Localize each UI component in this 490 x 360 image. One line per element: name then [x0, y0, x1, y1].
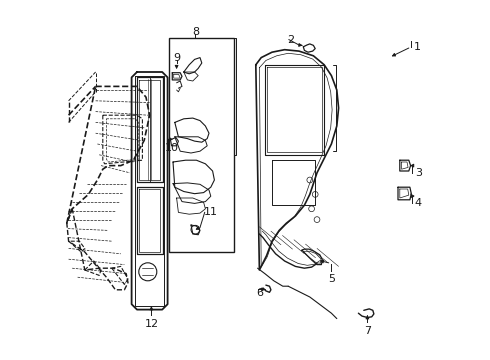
Text: 1: 1	[414, 42, 421, 52]
Text: 2: 2	[288, 35, 294, 45]
Text: 7: 7	[364, 326, 371, 336]
Text: 4: 4	[415, 198, 422, 208]
Text: 11: 11	[204, 207, 218, 217]
Text: 5: 5	[328, 274, 335, 284]
Text: 3: 3	[415, 168, 422, 178]
Text: 8: 8	[192, 27, 199, 37]
Text: 10: 10	[165, 143, 179, 153]
Text: 12: 12	[145, 319, 158, 329]
Bar	[170, 38, 234, 252]
Text: 6: 6	[256, 288, 263, 298]
Text: 9: 9	[173, 53, 180, 63]
